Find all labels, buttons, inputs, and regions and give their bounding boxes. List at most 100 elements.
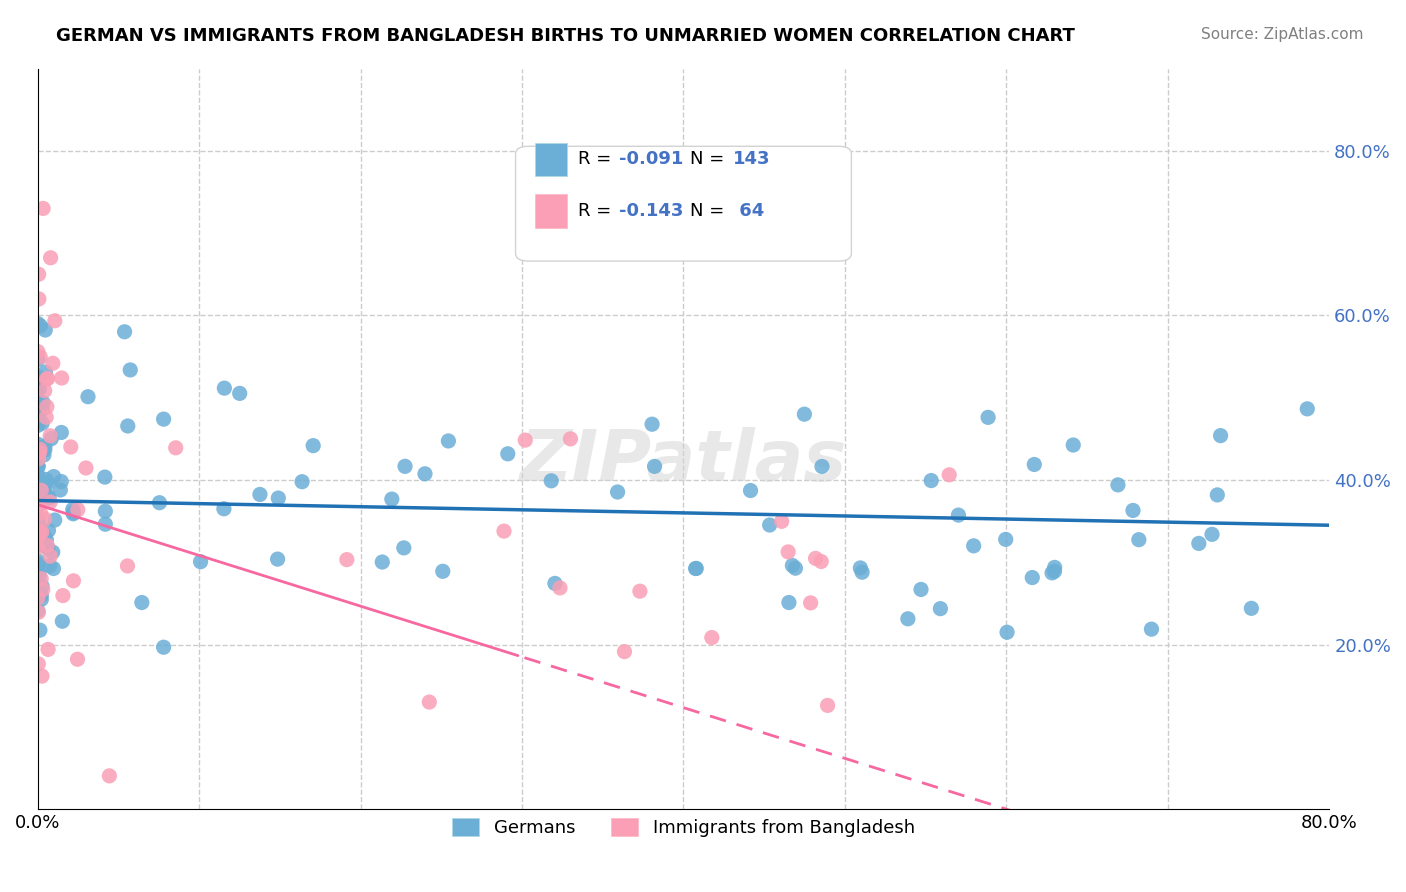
Point <box>32 448 55 462</box>
Point <box>37 538 59 552</box>
Point <box>27 451 49 466</box>
Point <box>302 439 325 453</box>
Point <box>977 410 1000 425</box>
Point <box>27 657 49 671</box>
Point <box>27 370 49 384</box>
Point <box>32 478 55 492</box>
Text: N =: N = <box>690 150 730 168</box>
Point <box>432 564 454 578</box>
Point <box>800 596 823 610</box>
Text: R =: R = <box>578 150 617 168</box>
Point <box>994 533 1017 547</box>
Point <box>413 467 436 481</box>
Point <box>700 631 723 645</box>
Point <box>37 541 59 556</box>
Point <box>267 491 290 505</box>
Point <box>30 506 52 520</box>
Point <box>59 440 82 454</box>
Point <box>34 384 56 398</box>
Point <box>1021 570 1043 584</box>
Point <box>31 525 53 540</box>
Point <box>817 698 839 713</box>
Point <box>34 365 56 379</box>
Point <box>212 501 235 516</box>
Point <box>28 398 51 412</box>
Point <box>51 371 73 385</box>
Point <box>37 371 59 385</box>
Point <box>685 561 707 575</box>
Point <box>31 402 53 417</box>
Point <box>27 407 49 421</box>
Point <box>117 558 139 573</box>
Point <box>1206 488 1229 502</box>
Point <box>34 529 56 543</box>
Point <box>27 591 49 606</box>
Point <box>39 251 62 265</box>
Point <box>628 584 651 599</box>
Point <box>249 487 271 501</box>
Point <box>27 317 49 331</box>
Point <box>27 474 49 488</box>
Point <box>30 486 52 500</box>
Point <box>52 589 75 603</box>
Point <box>28 623 51 637</box>
Point <box>37 642 59 657</box>
Point <box>51 475 73 489</box>
Point <box>27 458 49 473</box>
Point <box>62 507 84 521</box>
Point <box>28 557 51 571</box>
Point <box>804 551 827 566</box>
Point <box>28 525 51 540</box>
Point <box>1128 533 1150 547</box>
Point <box>44 513 66 527</box>
Point <box>27 405 49 419</box>
Point <box>28 442 51 457</box>
Point <box>30 318 52 333</box>
Point <box>27 418 49 433</box>
Point <box>27 511 49 525</box>
FancyBboxPatch shape <box>516 146 852 261</box>
Text: -0.143: -0.143 <box>619 202 683 219</box>
Text: 64: 64 <box>733 202 763 219</box>
Point <box>66 502 89 516</box>
Point <box>51 614 73 628</box>
Point <box>544 576 567 591</box>
Point <box>34 442 56 457</box>
Point <box>28 534 51 549</box>
Point <box>782 558 804 573</box>
Point <box>27 605 49 619</box>
Point <box>27 267 49 281</box>
Point <box>42 561 65 575</box>
Point <box>27 441 49 455</box>
Point <box>963 539 986 553</box>
Point <box>31 530 53 544</box>
Text: -0.091: -0.091 <box>619 150 683 168</box>
Point <box>31 416 53 430</box>
Point <box>42 356 65 370</box>
Point <box>27 529 49 543</box>
Point <box>948 508 970 522</box>
Point <box>28 292 51 306</box>
Point <box>897 612 920 626</box>
Point <box>1107 478 1129 492</box>
Point <box>27 459 49 474</box>
Point <box>1040 566 1063 580</box>
Point <box>32 396 55 410</box>
Point <box>27 525 49 540</box>
Point <box>31 579 53 593</box>
Point <box>94 470 117 484</box>
Point <box>228 386 250 401</box>
Point <box>995 625 1018 640</box>
Point <box>117 419 139 434</box>
Point <box>190 555 212 569</box>
Point <box>1209 428 1232 442</box>
Point <box>938 467 960 482</box>
Point <box>910 582 932 597</box>
Point <box>27 458 49 473</box>
Point <box>77 390 100 404</box>
Point <box>39 549 62 564</box>
Point <box>27 352 49 367</box>
Point <box>94 504 117 518</box>
Point <box>1043 560 1066 574</box>
Point <box>644 459 666 474</box>
